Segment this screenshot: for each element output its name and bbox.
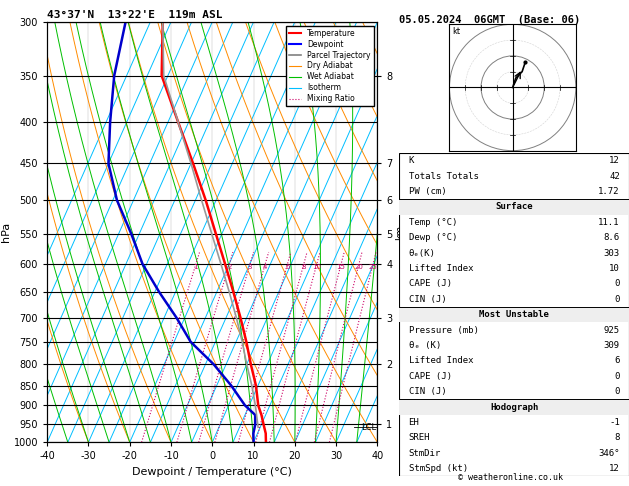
Text: CIN (J): CIN (J) [409, 295, 446, 304]
Text: Totals Totals: Totals Totals [409, 172, 479, 181]
Text: 6: 6 [615, 356, 620, 365]
Text: 8: 8 [301, 264, 306, 270]
Text: 10: 10 [312, 264, 321, 270]
Text: EH: EH [409, 418, 420, 427]
Text: Lifted Index: Lifted Index [409, 356, 473, 365]
Text: 2: 2 [227, 264, 231, 270]
Text: 20: 20 [355, 264, 364, 270]
Text: 0: 0 [615, 295, 620, 304]
Text: 0: 0 [615, 387, 620, 396]
Legend: Temperature, Dewpoint, Parcel Trajectory, Dry Adiabat, Wet Adiabat, Isotherm, Mi: Temperature, Dewpoint, Parcel Trajectory… [286, 26, 374, 106]
Y-axis label: hPa: hPa [1, 222, 11, 242]
Text: θₑ(K): θₑ(K) [409, 249, 435, 258]
Text: 309: 309 [604, 341, 620, 350]
Text: 12: 12 [609, 464, 620, 473]
Text: 12: 12 [609, 156, 620, 165]
Text: -1: -1 [609, 418, 620, 427]
Text: 1: 1 [194, 264, 198, 270]
Text: LCL: LCL [361, 423, 376, 432]
Text: Dewp (°C): Dewp (°C) [409, 233, 457, 242]
Text: 15: 15 [337, 264, 345, 270]
Text: K: K [409, 156, 414, 165]
Text: Temp (°C): Temp (°C) [409, 218, 457, 227]
Text: 43°37'N  13°22'E  119m ASL: 43°37'N 13°22'E 119m ASL [47, 10, 223, 20]
Text: 10: 10 [609, 264, 620, 273]
Text: SREH: SREH [409, 434, 430, 442]
Text: Most Unstable: Most Unstable [479, 310, 549, 319]
Text: 11.1: 11.1 [598, 218, 620, 227]
Text: 4: 4 [263, 264, 267, 270]
Text: StmDir: StmDir [409, 449, 441, 458]
Text: 42: 42 [609, 172, 620, 181]
Text: PW (cm): PW (cm) [409, 187, 446, 196]
Text: 0: 0 [615, 372, 620, 381]
Text: 303: 303 [604, 249, 620, 258]
Text: Lifted Index: Lifted Index [409, 264, 473, 273]
Bar [399, 199, 629, 215]
Text: kt: kt [453, 27, 460, 36]
Text: 05.05.2024  06GMT  (Base: 06): 05.05.2024 06GMT (Base: 06) [399, 15, 581, 25]
Text: Surface: Surface [496, 203, 533, 211]
X-axis label: Dewpoint / Temperature (°C): Dewpoint / Temperature (°C) [132, 467, 292, 477]
Bar [399, 399, 629, 415]
Text: CIN (J): CIN (J) [409, 387, 446, 396]
Text: 346°: 346° [598, 449, 620, 458]
Text: 3: 3 [248, 264, 252, 270]
Text: 8.6: 8.6 [604, 233, 620, 242]
Text: Pressure (mb): Pressure (mb) [409, 326, 479, 334]
Text: CAPE (J): CAPE (J) [409, 279, 452, 288]
Text: 25: 25 [369, 264, 377, 270]
Text: 6: 6 [285, 264, 290, 270]
Text: StmSpd (kt): StmSpd (kt) [409, 464, 468, 473]
Text: 925: 925 [604, 326, 620, 334]
Text: 0: 0 [615, 279, 620, 288]
Text: 8: 8 [615, 434, 620, 442]
Text: Hodograph: Hodograph [490, 402, 538, 412]
Text: θₑ (K): θₑ (K) [409, 341, 441, 350]
Y-axis label: km
ASL: km ASL [396, 223, 417, 241]
Text: CAPE (J): CAPE (J) [409, 372, 452, 381]
Bar [399, 307, 629, 322]
Text: © weatheronline.co.uk: © weatheronline.co.uk [459, 473, 563, 482]
Text: 1.72: 1.72 [598, 187, 620, 196]
